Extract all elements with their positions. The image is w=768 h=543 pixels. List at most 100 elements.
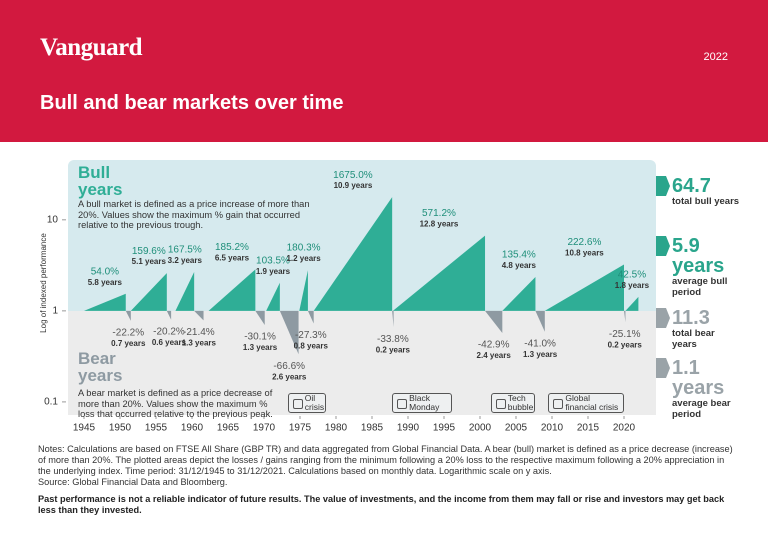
value-label: 1675.0% — [333, 170, 373, 181]
x-tick-label: 1960 — [181, 423, 204, 434]
series-description: A bear market is defined as a price decr… — [78, 388, 273, 419]
summary-label: average bull period — [672, 276, 728, 298]
duration-label: 0.2 years — [608, 340, 643, 349]
summary-unit: years — [672, 377, 725, 399]
x-tick-label: 2015 — [577, 423, 600, 434]
duration-label: 0.2 years — [376, 345, 411, 354]
year-label: 2022 — [703, 51, 728, 63]
x-tick-label: 1955 — [145, 423, 168, 434]
series-name: Bull years — [78, 163, 123, 199]
value-label: 159.6% — [132, 246, 166, 257]
bull-area — [130, 273, 167, 311]
bull-area — [544, 264, 624, 311]
duration-label: 6.5 years — [215, 254, 250, 263]
duration-label: 2.4 years — [477, 351, 512, 360]
value-label: -33.8% — [377, 334, 409, 345]
summary-item: 1.1 years average bear period — [672, 358, 742, 420]
summary-item: 5.9 years average bull period — [672, 236, 742, 298]
summary-unit: years — [672, 255, 725, 277]
x-tick-label: 2005 — [505, 423, 528, 434]
value-label: 103.5% — [256, 255, 290, 266]
summary-value: 11.3 — [672, 307, 710, 329]
value-label: 42.5% — [618, 269, 646, 280]
bull-area — [625, 296, 639, 311]
notes-text: Notes: Calculations are based on FTSE Al… — [38, 444, 733, 476]
value-label: -20.2% — [153, 326, 185, 337]
duration-label: 10.8 years — [565, 249, 604, 258]
bull-area — [392, 235, 486, 311]
value-label: -21.4% — [183, 327, 215, 338]
bear-area — [166, 310, 172, 320]
duration-label: 12.8 years — [420, 220, 459, 229]
value-label: -25.1% — [609, 329, 641, 340]
y-tick-label: 10 — [47, 214, 59, 225]
bull-area — [313, 197, 393, 311]
arrow — [656, 308, 670, 328]
x-tick-label: 1995 — [433, 423, 456, 434]
page-title: Bull and bear markets over time — [40, 92, 344, 114]
duration-label: 5.1 years — [132, 257, 167, 266]
bull-area — [266, 282, 280, 311]
bear-area — [307, 310, 314, 324]
bear-area — [279, 310, 299, 355]
x-tick-label: 2020 — [613, 423, 636, 434]
duration-label: 3.2 years — [168, 256, 203, 265]
brand-logo: Vanguard — [40, 34, 143, 61]
x-tick-label: 1985 — [361, 423, 384, 434]
value-label: -27.3% — [295, 330, 327, 341]
duration-label: 1.3 years — [243, 343, 278, 352]
duration-label: 2.6 years — [272, 372, 307, 381]
value-label: 571.2% — [422, 208, 456, 219]
event-label: Global financial crisis — [548, 393, 625, 413]
duration-label: 0.6 years — [152, 338, 187, 347]
bear-area — [125, 310, 131, 321]
summary-value: 1.1 — [672, 357, 700, 379]
x-tick-label: 1975 — [289, 423, 312, 434]
disclaimer: Past performance is not a reliable indic… — [38, 494, 725, 515]
duration-label: 4.8 years — [502, 261, 537, 270]
bear-area — [194, 310, 204, 321]
summary-label: average bear period — [672, 398, 731, 420]
summary-value: 64.7 — [672, 175, 711, 197]
duration-label: 1.3 years — [182, 338, 217, 347]
bull-area — [299, 270, 308, 311]
value-label: 54.0% — [91, 266, 119, 277]
y-tick-label: 0.1 — [44, 397, 58, 408]
x-tick-label: 1950 — [109, 423, 132, 434]
series-name: Bear years — [78, 349, 123, 385]
value-label: 135.4% — [502, 250, 536, 261]
value-label: -42.9% — [478, 340, 510, 351]
value-label: 222.6% — [567, 237, 601, 248]
summary-label: total bear years — [672, 328, 715, 350]
value-label: 185.2% — [215, 242, 249, 253]
arrow — [656, 236, 670, 256]
y-axis-label: Log of indexed performance — [39, 233, 48, 333]
x-tick-label: 1980 — [325, 423, 348, 434]
summary-item: 64.7 total bull years — [672, 176, 742, 207]
notes: Notes: Calculations are based on FTSE Al… — [38, 444, 733, 516]
x-tick-label: 2000 — [469, 423, 492, 434]
y-tick-label: 1 — [52, 305, 58, 316]
bear-area — [392, 310, 394, 328]
summary-label: total bull years — [672, 196, 740, 207]
header-banner: Vanguard 2022 Bull and bear markets over… — [0, 0, 768, 142]
arrow — [656, 358, 670, 378]
series-description: A bull market is defined as a price incr… — [78, 199, 310, 230]
bull-area — [175, 271, 195, 311]
event-label: Tech bubble — [490, 393, 535, 413]
x-tick-label: 1965 — [217, 423, 240, 434]
summary-item: 11.3 total bear years — [672, 308, 742, 350]
value-label: -22.2% — [112, 327, 144, 338]
duration-label: 1.3 years — [523, 350, 558, 359]
event-label: Oil crisis — [287, 393, 326, 413]
arrow — [656, 176, 670, 196]
value-label: 167.5% — [168, 245, 202, 256]
summary-value: 5.9 — [672, 235, 700, 257]
x-tick-label: 2010 — [541, 423, 564, 434]
duration-label: 5.8 years — [88, 278, 123, 287]
bull-panel — [68, 160, 656, 320]
source-text: Source: Global Financial Data and Bloomb… — [38, 477, 228, 487]
bear-area — [485, 310, 503, 334]
bear-area — [624, 310, 626, 323]
